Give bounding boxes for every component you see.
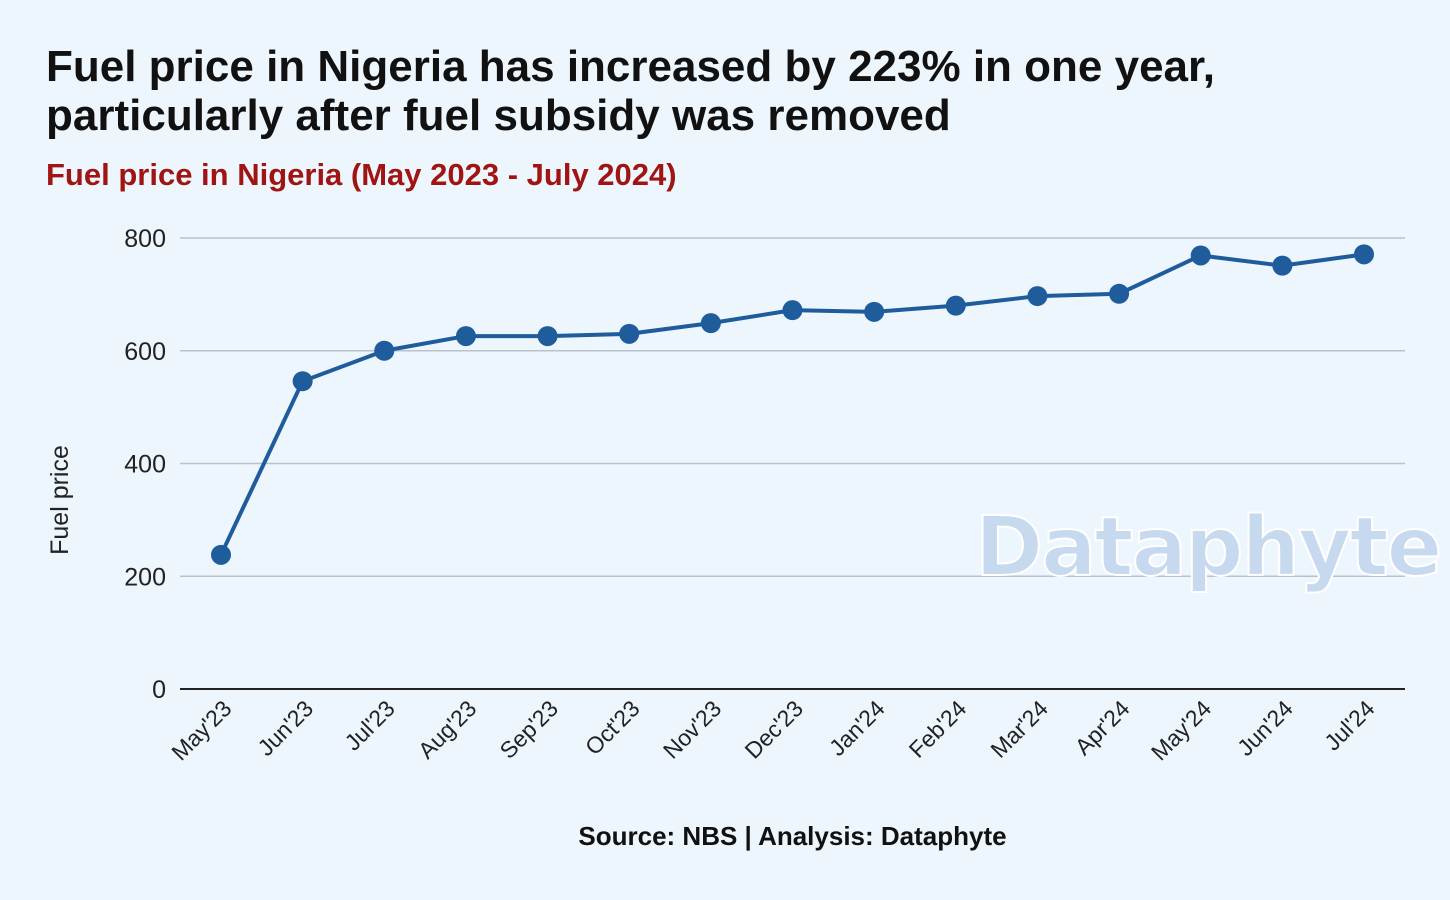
data-point[interactable]: [945, 295, 966, 316]
data-point[interactable]: [1354, 244, 1374, 265]
y-tick-label: 800: [124, 225, 166, 253]
x-tick-label: Jun'23: [252, 695, 318, 761]
x-tick-label: Sep'23: [495, 695, 564, 764]
data-point[interactable]: [537, 326, 558, 347]
x-tick-label: Jan'24: [824, 695, 890, 761]
y-tick-label: 600: [124, 338, 166, 366]
data-point[interactable]: [1272, 255, 1293, 276]
data-point[interactable]: [619, 323, 640, 344]
y-tick-label: 200: [124, 563, 166, 591]
x-tick-label: Nov'23: [658, 695, 727, 764]
x-tick-label: Jul'23: [339, 695, 399, 755]
x-tick-label: Mar'24: [985, 695, 1053, 763]
y-tick-label: 400: [124, 451, 166, 479]
chart-title: Fuel price in Nigeria has increased by 2…: [46, 42, 1215, 140]
data-point[interactable]: [211, 544, 231, 565]
x-tick-label: Oct'23: [580, 695, 645, 760]
data-point[interactable]: [782, 300, 803, 321]
x-axis-ticks: May'23 Jun'23 Jul'23 Aug'23 Sep'23 Oct'23 Nov'…: [166, 695, 1379, 765]
data-point[interactable]: [1109, 283, 1130, 304]
data-point[interactable]: [292, 371, 313, 392]
y-axis-label: Fuel price: [46, 445, 74, 555]
data-point[interactable]: [700, 313, 721, 334]
data-point[interactable]: [1027, 286, 1048, 307]
data-point[interactable]: [864, 301, 885, 322]
data-point[interactable]: [1190, 245, 1211, 266]
x-tick-label: Jul'24: [1319, 695, 1380, 756]
dataphyte-watermark: Dataphyte: [974, 499, 1443, 596]
y-tick-label: 0: [152, 676, 166, 704]
y-axis-ticks: 0 200 400 600 800: [124, 225, 166, 704]
x-tick-label: Apr'24: [1070, 695, 1135, 760]
data-point[interactable]: [455, 326, 476, 347]
x-tick-label: Feb'24: [904, 695, 972, 763]
gridlines: [180, 237, 1405, 690]
x-tick-label: Jun'24: [1232, 695, 1298, 761]
data-points: [211, 244, 1374, 565]
source-note: Source: NBS | Analysis: Dataphyte: [578, 821, 1007, 851]
x-tick-label: May'24: [1146, 695, 1216, 765]
x-tick-label: Aug'23: [413, 695, 482, 764]
x-tick-label: Dec'23: [740, 695, 809, 764]
x-tick-label: May'23: [166, 695, 236, 765]
chart-subtitle: Fuel price in Nigeria (May 2023 - July 2…: [46, 157, 677, 192]
data-point[interactable]: [374, 340, 395, 361]
